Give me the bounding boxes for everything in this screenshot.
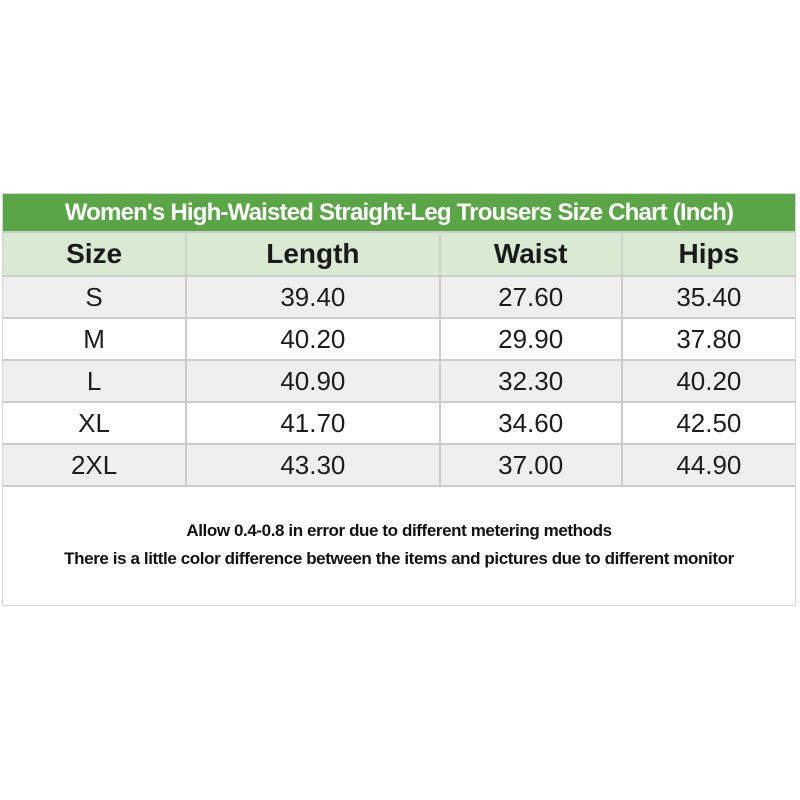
cell-waist: 34.60: [438, 403, 621, 443]
table-row-l: L 40.90 32.30 40.20: [3, 359, 795, 401]
chart-title: Women's High-Waisted Straight-Leg Trouse…: [64, 198, 734, 226]
cell-waist: 32.30: [438, 361, 621, 401]
table-header-row: Size Length Waist Hips: [3, 231, 795, 275]
cell-size: 2XL: [70, 449, 118, 480]
column-header-length: Length: [185, 233, 438, 275]
size-chart-table: Women's High-Waisted Straight-Leg Trouse…: [2, 193, 796, 606]
table-row-s: S 39.40 27.60 35.40: [3, 275, 795, 317]
column-header-size: Size: [66, 238, 123, 269]
cell-hips: 44.90: [620, 445, 795, 485]
column-header-hips: Hips: [620, 233, 795, 275]
cell-waist: 37.00: [438, 445, 621, 485]
cell-hips: 40.20: [620, 361, 795, 401]
cell-length: 39.40: [185, 277, 438, 317]
table-row-m: M 40.20 29.90 37.80: [3, 317, 795, 359]
column-header-waist: Waist: [438, 233, 621, 275]
cell-length: 40.90: [185, 361, 438, 401]
cell-length: 40.20: [185, 319, 438, 359]
cell-size: XL: [78, 407, 110, 438]
cell-size: S: [85, 281, 103, 312]
table-row-xl: XL 41.70 34.60 42.50: [3, 401, 795, 443]
cell-waist: 29.90: [438, 319, 621, 359]
cell-length: 41.70: [185, 403, 438, 443]
table-row-2xl: 2XL 43.30 37.00 44.90: [3, 443, 795, 485]
footnote-line-2: There is a little color difference betwe…: [64, 549, 734, 568]
cell-size: L: [86, 365, 102, 396]
cell-hips: 35.40: [620, 277, 795, 317]
cell-hips: 42.50: [620, 403, 795, 443]
cell-waist: 27.60: [438, 277, 621, 317]
footnote-line-1: Allow 0.4-0.8 in error due to different …: [186, 521, 612, 540]
cell-hips: 37.80: [620, 319, 795, 359]
cell-length: 43.30: [185, 445, 438, 485]
chart-footnote: Allow 0.4-0.8 in error due to different …: [3, 485, 795, 605]
cell-size: M: [83, 323, 105, 354]
chart-title-bar: Women's High-Waisted Straight-Leg Trouse…: [3, 194, 795, 231]
